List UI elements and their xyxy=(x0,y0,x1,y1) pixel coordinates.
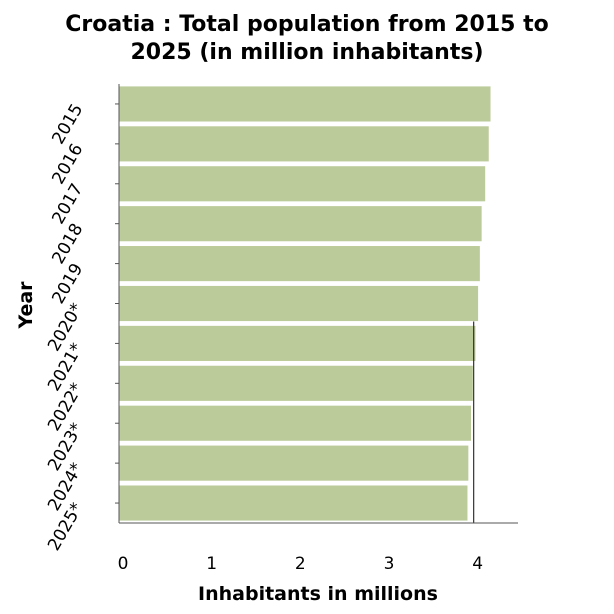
x-tick-label: 1 xyxy=(206,554,217,574)
x-axis-label: Inhabitants in millions xyxy=(198,583,438,605)
bar-2015 xyxy=(119,86,491,122)
chart-title-line-2: 2025 (in million inhabitants) xyxy=(130,40,483,65)
bar-2019 xyxy=(119,246,480,282)
x-tick-label: 0 xyxy=(118,554,129,574)
x-tick-label: 3 xyxy=(384,554,395,574)
y-tick-label: 2016 xyxy=(48,140,87,187)
y-axis-label: Year xyxy=(15,281,37,330)
bar-2025-proj xyxy=(119,485,468,521)
x-tick-label: 4 xyxy=(472,554,483,574)
bar-2023-proj xyxy=(119,405,472,441)
x-tick-label: 2 xyxy=(295,554,306,574)
plot-area: 201520162017201820192020*2021*2022*2023*… xyxy=(44,84,518,574)
bar-2022-proj xyxy=(119,365,473,401)
bar-2018 xyxy=(119,206,482,242)
y-tick-label: 2015 xyxy=(48,100,87,147)
y-tick-label: 2019 xyxy=(48,260,87,307)
y-tick-label: 2017 xyxy=(48,180,87,227)
bar-2017 xyxy=(119,166,486,202)
bar-2021-proj xyxy=(119,325,476,361)
bar-2024-proj xyxy=(119,445,469,481)
y-tick-label: 2018 xyxy=(48,220,87,267)
bar-2020-proj xyxy=(119,285,479,322)
bar-2016 xyxy=(119,126,489,162)
chart-title-line-1: Croatia : Total population from 2015 to xyxy=(65,12,549,37)
